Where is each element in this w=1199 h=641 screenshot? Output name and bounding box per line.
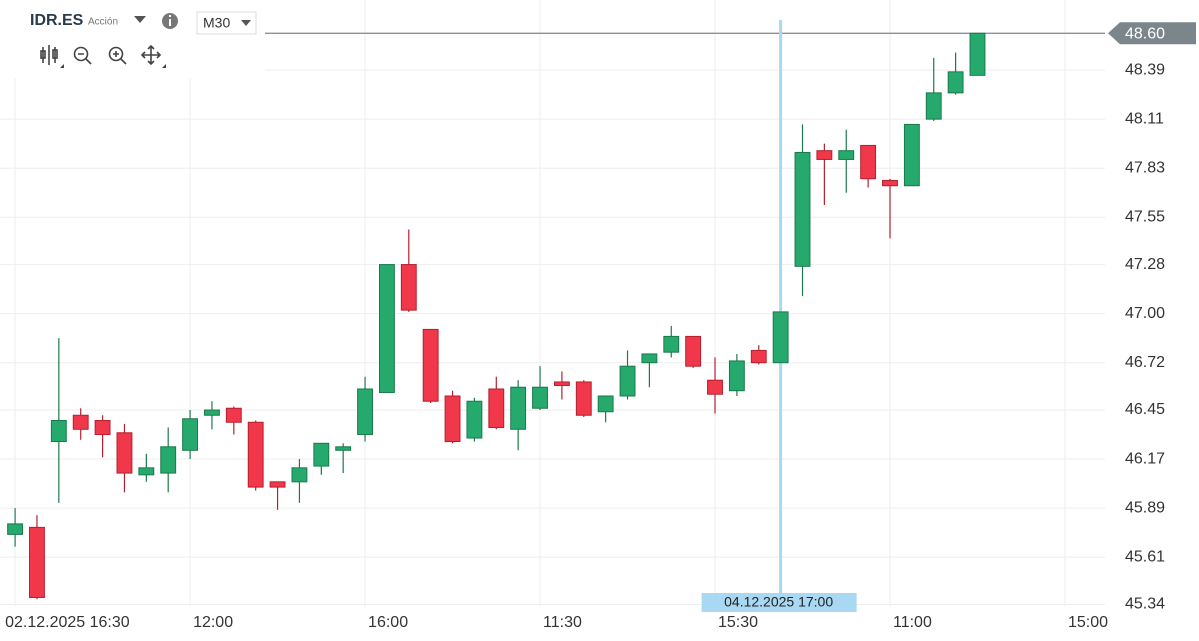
candle-body <box>7 523 24 535</box>
candle-body <box>553 381 570 386</box>
candle-body <box>728 360 745 392</box>
candle-body <box>160 446 177 474</box>
chart-type-icon-body <box>40 50 46 59</box>
symbol-dropdown[interactable] <box>134 16 146 23</box>
x-tick-label: 11:00 <box>893 614 932 631</box>
last-price-tag <box>1108 22 1196 45</box>
x-tick-label: 15:30 <box>718 614 758 631</box>
y-tick-label: 47.83 <box>1125 159 1165 176</box>
candle-body <box>794 151 811 267</box>
toolbar <box>40 44 162 66</box>
candle-body <box>532 386 548 409</box>
info-icon-bar <box>169 19 171 26</box>
candle-body <box>750 349 767 364</box>
y-tick-label: 48.39 <box>1125 61 1165 78</box>
y-tick-label: 46.72 <box>1125 354 1165 371</box>
candle-body <box>860 144 877 180</box>
crosshair-label-bg <box>701 593 857 612</box>
candle-body <box>707 379 723 395</box>
x-tick-label: 15:00 <box>1068 614 1108 631</box>
pan-icon[interactable] <box>140 44 162 66</box>
candle-body <box>50 420 67 443</box>
candle-body <box>247 421 264 488</box>
y-tick-label: 46.17 <box>1125 450 1165 467</box>
candle-body <box>225 407 242 423</box>
candle-body <box>94 420 111 436</box>
symbol[interactable]: IDR.ES <box>30 12 84 29</box>
candle-body <box>466 400 483 439</box>
zoom-out-icon-mark <box>78 53 92 65</box>
candle-body <box>597 395 614 413</box>
candle-body <box>575 381 592 416</box>
candle-body <box>838 150 855 160</box>
candle-body <box>378 264 395 393</box>
zoom-in-icon-mark <box>113 51 127 65</box>
y-tick-label: 47.28 <box>1125 256 1165 273</box>
y-tick-label: 46.45 <box>1125 401 1165 418</box>
candle-body <box>663 335 680 353</box>
asset-type: Acción <box>88 17 118 28</box>
candle-body <box>138 467 155 476</box>
candle-body <box>903 123 920 187</box>
candle-body <box>269 481 286 488</box>
y-tick-label: 45.61 <box>1125 548 1165 565</box>
candle-body <box>772 311 789 364</box>
candle-body <box>182 418 199 451</box>
candle-body <box>335 446 352 451</box>
x-tick-label: 02.12.2025 16:30 <box>5 614 130 631</box>
candle-body <box>204 409 220 416</box>
candle-body <box>947 71 964 94</box>
crosshair-label: 04.12.2025 17:00 <box>724 594 833 610</box>
candle-body <box>641 353 658 364</box>
x-tick-label: 12:00 <box>193 614 233 631</box>
candle-body <box>619 365 636 397</box>
x-tick-label: 16:00 <box>368 614 408 631</box>
x-tick-label: 11:30 <box>543 614 582 631</box>
candle-body <box>357 388 373 436</box>
candle-body <box>400 264 417 311</box>
candle-body <box>313 442 330 467</box>
candle-body <box>925 92 942 120</box>
y-tick-label: 47.55 <box>1125 208 1165 225</box>
y-tick-label: 48.11 <box>1125 110 1164 127</box>
candle-body <box>969 32 986 76</box>
timeframe-box[interactable] <box>196 11 257 35</box>
candle-body <box>72 414 89 430</box>
y-tick-label: 45.89 <box>1125 499 1165 516</box>
candle-body <box>29 526 45 598</box>
timeframe-dropdown <box>241 20 251 26</box>
candle-body <box>816 150 833 160</box>
candle-body <box>116 432 133 474</box>
timeframe[interactable]: M30 <box>203 15 230 31</box>
y-tick-label: 45.34 <box>1125 596 1165 613</box>
y-tick-label: 47.00 <box>1125 305 1165 322</box>
candle-body <box>882 179 898 187</box>
plot-area: 48.39 48.11 47.83 47.55 47.28 47.00 46.72 46.45… <box>0 0 1165 631</box>
candle-body <box>488 388 505 429</box>
info-icon-dot <box>169 15 171 17</box>
candle-body <box>444 395 461 443</box>
zoom-in-icon[interactable] <box>108 46 124 62</box>
candle-body <box>422 328 439 402</box>
chart-type-icon-body <box>52 49 58 59</box>
candle-body <box>510 386 527 430</box>
zoom-out-icon[interactable] <box>73 46 89 62</box>
last-price-label: 48.60 <box>1125 26 1165 43</box>
candle-body <box>291 467 308 483</box>
candle-body <box>685 335 702 367</box>
